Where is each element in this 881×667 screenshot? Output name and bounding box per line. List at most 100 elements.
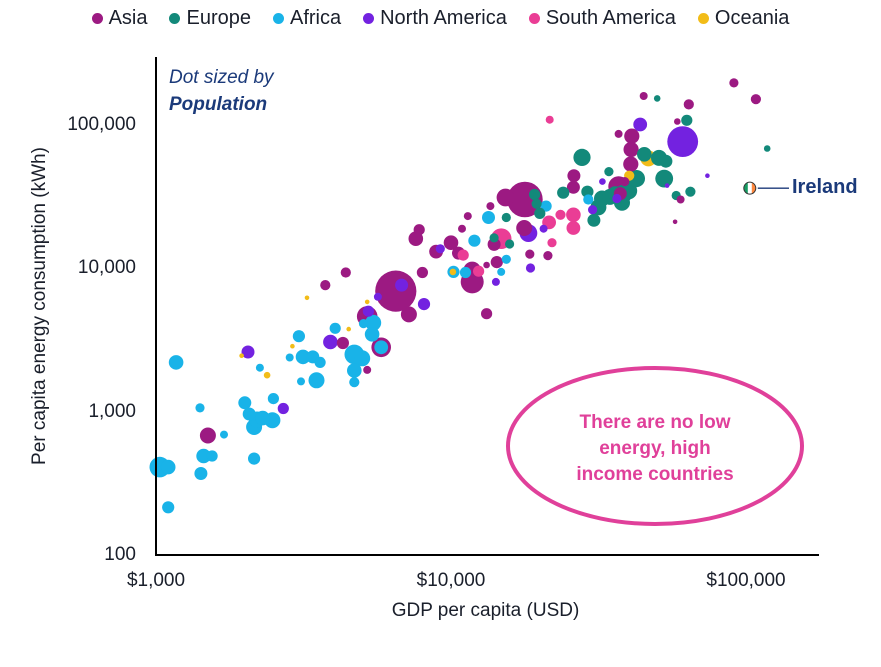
bubble-oceania: [304, 295, 310, 301]
bubble-north-america: [277, 402, 289, 415]
bubble-asia: [336, 336, 349, 350]
bubble-africa: [354, 350, 371, 367]
bubble-africa: [347, 363, 362, 378]
bubble-africa: [292, 330, 305, 343]
bubble-north-america: [664, 183, 670, 188]
bubble-africa: [248, 452, 261, 465]
bubble-asia: [416, 266, 428, 279]
bubble-europe: [505, 239, 515, 249]
legend-dot-icon: [272, 12, 284, 24]
bubble-asia: [750, 94, 762, 105]
size-note: Dot sized by Population: [169, 64, 274, 118]
bubble-asia: [496, 188, 515, 207]
bubble-asia: [463, 212, 472, 221]
ireland-flag-stripe: [743, 182, 749, 195]
bubble-africa: [501, 254, 511, 264]
bubble-africa: [364, 327, 380, 342]
annotation-line: energy, high: [599, 438, 711, 459]
bubble-asia: [481, 308, 493, 320]
bubble-asia: [320, 280, 331, 291]
bubble-north-america: [612, 193, 622, 204]
ireland-flag-icon: [743, 181, 757, 195]
bubble-oceania: [290, 343, 295, 349]
bubble-africa: [285, 353, 294, 362]
bubble-africa: [308, 372, 325, 389]
bubble-asia: [443, 235, 459, 250]
size-note-line2: Population: [169, 94, 268, 115]
bubble-europe: [587, 213, 601, 227]
bubble-asia: [363, 365, 372, 374]
bubble-asia: [458, 224, 466, 233]
legend-label: South America: [545, 6, 676, 29]
bubble-asia: [676, 195, 685, 204]
bubble-europe: [659, 154, 673, 168]
bubble-africa: [540, 200, 552, 212]
bubble-asia: [543, 251, 553, 261]
annotation-line: income countries: [576, 464, 734, 485]
bubble-europe: [637, 147, 652, 162]
bubble-africa: [160, 459, 176, 475]
bubble-africa: [194, 467, 208, 480]
bubble-asia: [674, 118, 681, 125]
legend-dot-icon: [91, 12, 103, 24]
legend-item-africa: Africa: [272, 4, 341, 32]
legend-item-europe: Europe: [169, 4, 251, 32]
ireland-label: Ireland: [792, 176, 858, 198]
legend-item-oceania: Oceania: [697, 4, 790, 32]
bubble-north-america: [599, 178, 606, 185]
bubble-europe: [501, 212, 511, 223]
bubble-north-america: [362, 305, 374, 317]
bubble-europe: [531, 198, 542, 209]
bubble-africa: [238, 396, 252, 410]
bubble-asia: [729, 78, 739, 88]
bubble-south-america: [547, 238, 557, 248]
bubble-asia: [639, 92, 648, 100]
bubble-asia: [525, 249, 535, 259]
bubble-asia: [683, 99, 694, 110]
bubble-africa: [295, 349, 311, 365]
bubble-asia: [400, 306, 417, 323]
bubble-north-america: [633, 117, 648, 132]
bubble-asia: [623, 156, 639, 172]
bubble-africa: [196, 448, 211, 464]
bubble-europe: [655, 169, 674, 188]
bubble-asia: [516, 220, 533, 236]
y-axis-title: Per capita energy consumption (kWh): [29, 147, 50, 465]
bubble-south-america: [545, 115, 554, 124]
bubble-europe: [581, 185, 594, 198]
bubble-africa: [497, 267, 506, 276]
bubble-asia: [624, 128, 640, 144]
bubble-asia: [340, 267, 351, 278]
bubble-asia: [672, 219, 678, 225]
bubble-north-america: [525, 263, 536, 273]
bubble-europe: [681, 114, 693, 126]
bubble-asia: [483, 261, 490, 269]
bubble-asia: [623, 141, 639, 158]
legend-dot-icon: [528, 12, 540, 24]
bubble-north-america: [395, 278, 409, 292]
bubble-africa: [482, 211, 495, 224]
legend-label: Asia: [108, 6, 148, 29]
x-tick-label: $1,000: [126, 570, 186, 591]
bubble-north-america: [435, 244, 445, 254]
bubble-south-america: [555, 209, 566, 220]
annotation-line: There are no low: [579, 412, 731, 433]
bubble-north-america: [539, 224, 548, 233]
ireland-flag-stripe: [751, 182, 756, 195]
legend-label: Oceania: [714, 6, 790, 29]
bubble-asia: [375, 270, 417, 312]
bubble-europe: [557, 186, 570, 199]
ireland-marker: [743, 181, 757, 195]
bubble-north-america: [323, 334, 338, 350]
bubble-north-america: [491, 277, 500, 286]
bubble-africa: [314, 356, 326, 368]
bubble-europe: [653, 95, 661, 102]
bubble-oceania: [263, 371, 271, 379]
legend-dot-icon: [697, 12, 709, 24]
bubble-asia: [567, 169, 581, 183]
legend-item-south-america: South America: [528, 4, 676, 32]
bubble-asia: [199, 427, 216, 444]
bubble-south-america: [457, 249, 469, 261]
legend: Asia Europe Africa North America South A…: [0, 4, 881, 32]
